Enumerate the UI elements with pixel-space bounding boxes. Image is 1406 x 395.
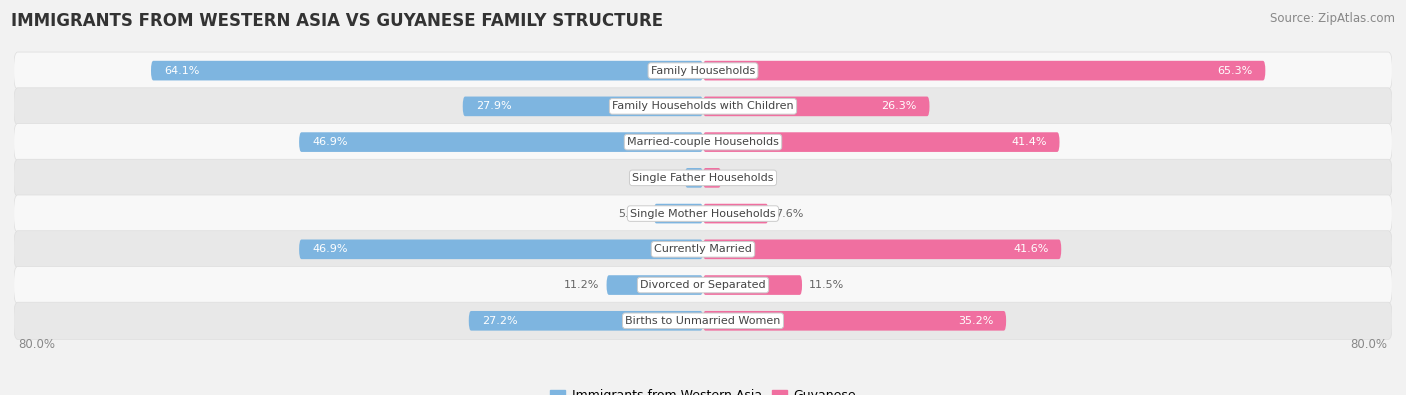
FancyBboxPatch shape <box>703 96 929 116</box>
Text: 26.3%: 26.3% <box>882 102 917 111</box>
Text: Source: ZipAtlas.com: Source: ZipAtlas.com <box>1270 12 1395 25</box>
FancyBboxPatch shape <box>654 204 703 224</box>
Text: Single Father Households: Single Father Households <box>633 173 773 183</box>
FancyBboxPatch shape <box>14 231 1392 268</box>
Text: 64.1%: 64.1% <box>165 66 200 75</box>
Legend: Immigrants from Western Asia, Guyanese: Immigrants from Western Asia, Guyanese <box>546 384 860 395</box>
Text: 80.0%: 80.0% <box>18 337 55 350</box>
FancyBboxPatch shape <box>703 168 721 188</box>
FancyBboxPatch shape <box>14 195 1392 232</box>
FancyBboxPatch shape <box>703 204 769 224</box>
Text: 11.5%: 11.5% <box>808 280 844 290</box>
FancyBboxPatch shape <box>606 275 703 295</box>
Text: 7.6%: 7.6% <box>775 209 804 218</box>
Text: 5.7%: 5.7% <box>619 209 647 218</box>
FancyBboxPatch shape <box>468 311 703 331</box>
FancyBboxPatch shape <box>14 52 1392 89</box>
FancyBboxPatch shape <box>703 239 1062 259</box>
FancyBboxPatch shape <box>703 61 1265 81</box>
FancyBboxPatch shape <box>14 124 1392 161</box>
Text: Divorced or Separated: Divorced or Separated <box>640 280 766 290</box>
FancyBboxPatch shape <box>150 61 703 81</box>
Text: 41.6%: 41.6% <box>1012 245 1049 254</box>
Text: IMMIGRANTS FROM WESTERN ASIA VS GUYANESE FAMILY STRUCTURE: IMMIGRANTS FROM WESTERN ASIA VS GUYANESE… <box>11 12 664 30</box>
FancyBboxPatch shape <box>14 302 1392 339</box>
Text: 46.9%: 46.9% <box>312 245 347 254</box>
Text: 35.2%: 35.2% <box>957 316 993 326</box>
Text: Married-couple Households: Married-couple Households <box>627 137 779 147</box>
Text: 80.0%: 80.0% <box>1351 337 1388 350</box>
FancyBboxPatch shape <box>463 96 703 116</box>
Text: 2.1%: 2.1% <box>728 173 756 183</box>
Text: Family Households with Children: Family Households with Children <box>612 102 794 111</box>
Text: Family Households: Family Households <box>651 66 755 75</box>
FancyBboxPatch shape <box>685 168 703 188</box>
Text: 27.9%: 27.9% <box>475 102 512 111</box>
Text: 2.1%: 2.1% <box>650 173 678 183</box>
FancyBboxPatch shape <box>14 88 1392 125</box>
Text: 46.9%: 46.9% <box>312 137 347 147</box>
FancyBboxPatch shape <box>703 311 1007 331</box>
FancyBboxPatch shape <box>299 239 703 259</box>
FancyBboxPatch shape <box>703 132 1060 152</box>
FancyBboxPatch shape <box>14 159 1392 196</box>
FancyBboxPatch shape <box>299 132 703 152</box>
Text: Currently Married: Currently Married <box>654 245 752 254</box>
Text: Single Mother Households: Single Mother Households <box>630 209 776 218</box>
Text: 65.3%: 65.3% <box>1218 66 1253 75</box>
Text: Births to Unmarried Women: Births to Unmarried Women <box>626 316 780 326</box>
Text: 41.4%: 41.4% <box>1011 137 1046 147</box>
FancyBboxPatch shape <box>14 267 1392 304</box>
Text: 27.2%: 27.2% <box>482 316 517 326</box>
Text: 11.2%: 11.2% <box>564 280 599 290</box>
FancyBboxPatch shape <box>703 275 801 295</box>
